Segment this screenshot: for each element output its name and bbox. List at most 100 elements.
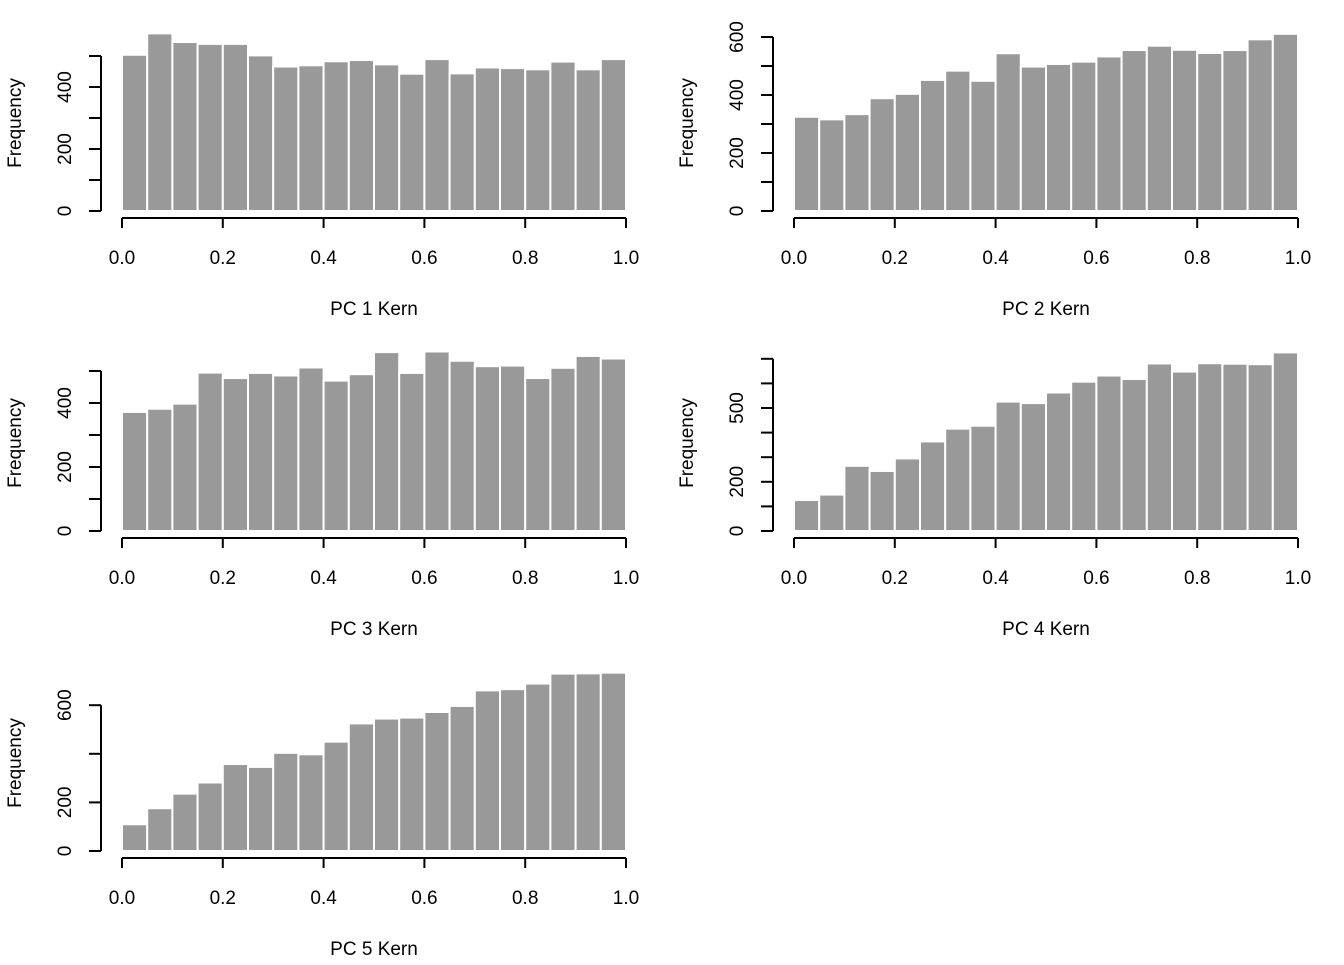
x-tick-label: 0.8 <box>512 888 538 909</box>
histogram-bar <box>121 823 149 853</box>
histogram-bar <box>297 64 325 212</box>
x-tick-label: 1.0 <box>1285 248 1311 269</box>
histogram-bar <box>994 52 1022 212</box>
histogram-bar <box>919 78 947 212</box>
histogram-bar <box>398 716 426 853</box>
x-tick-label: 0.4 <box>310 248 337 269</box>
histogram-bar <box>121 410 149 532</box>
x-axis-label: PC 2 Kern <box>1002 299 1090 320</box>
x-tick-label: 0.2 <box>882 248 908 269</box>
histogram-bar <box>499 364 527 532</box>
histogram-bar <box>196 42 224 212</box>
histogram-bar <box>1070 380 1098 533</box>
x-axis-label: PC 1 Kern <box>330 299 418 320</box>
histogram-bar <box>473 689 501 853</box>
histogram-bar <box>944 69 972 212</box>
y-tick-label: 200 <box>55 787 76 819</box>
x-tick-label: 1.0 <box>1285 568 1311 589</box>
x-tick-label: 0.2 <box>882 568 908 589</box>
histogram-bar <box>1120 49 1148 212</box>
x-tick-label: 0.4 <box>982 568 1009 589</box>
histogram-bar <box>1045 391 1073 533</box>
histogram-bar <box>247 371 275 533</box>
histogram-bar <box>473 365 501 533</box>
histogram-bar <box>121 53 149 213</box>
y-tick-label: 0 <box>55 206 76 217</box>
histogram-bar <box>524 682 552 852</box>
x-axis-label: PC 5 Kern <box>330 939 418 960</box>
histogram-bar <box>818 493 846 533</box>
y-tick-label: 400 <box>55 71 76 103</box>
histogram-bar <box>549 366 577 532</box>
histogram-bar <box>171 41 199 212</box>
histogram-bar <box>499 67 527 212</box>
y-axis-label: Frequency <box>5 78 26 168</box>
histogram-bar <box>448 359 476 533</box>
histogram-bar <box>843 464 871 532</box>
y-tick-label: 200 <box>55 451 76 483</box>
x-axis-label: PC 3 Kern <box>330 619 418 640</box>
histogram-bar <box>322 379 350 532</box>
histogram-bar <box>272 751 300 852</box>
histogram-bar <box>524 377 552 533</box>
x-tick-label: 0.8 <box>512 568 538 589</box>
x-tick-label: 0.6 <box>411 248 437 269</box>
histogram-bar <box>893 92 921 212</box>
x-tick-label: 0.2 <box>210 888 236 909</box>
histogram-bar <box>868 469 896 533</box>
histogram-bar <box>574 354 602 532</box>
y-axis-label: Frequency <box>5 718 26 808</box>
x-tick-label: 0.0 <box>781 568 807 589</box>
y-tick-label: 200 <box>727 137 748 169</box>
x-tick-label: 1.0 <box>613 248 639 269</box>
x-tick-label: 0.6 <box>1083 248 1109 269</box>
y-tick-label: 0 <box>727 206 748 217</box>
histogram-bar <box>1221 362 1249 532</box>
histogram-bar <box>1246 363 1274 532</box>
histogram-bar <box>272 374 300 533</box>
x-tick-label: 0.6 <box>411 568 437 589</box>
histogram-bar <box>1145 44 1174 213</box>
x-tick-label: 0.4 <box>310 888 337 909</box>
histogram-bar <box>347 373 375 533</box>
histogram-bar <box>1246 38 1274 212</box>
histogram-bar <box>919 440 947 532</box>
x-tick-label: 0.8 <box>1184 568 1210 589</box>
histogram-bar <box>322 60 350 212</box>
histogram-bar <box>893 457 921 532</box>
histogram-panel-5: 0.0 0.2 0.4 0.6 0.8 1.0 0 200 600 PC 5 Kern Freque… <box>5 671 639 960</box>
x-tick-label: 0.0 <box>109 568 135 589</box>
histogram-bar <box>793 115 821 212</box>
y-tick-label: 0 <box>727 526 748 537</box>
histogram-bar <box>499 688 527 852</box>
x-tick-label: 0.0 <box>109 888 135 909</box>
histogram-bar <box>247 765 275 852</box>
histogram-bar <box>398 371 426 533</box>
x-tick-label: 0.6 <box>411 888 437 909</box>
histogram-bar <box>297 753 325 853</box>
y-tick-label: 0 <box>55 846 76 857</box>
histogram-panel-2: 0.0 0.2 0.4 0.6 0.8 1.0 0 200 400 600 PC 2 Kern Fre… <box>677 21 1311 320</box>
histogram-bar <box>1145 362 1174 532</box>
x-tick-label: 0.4 <box>310 568 337 589</box>
histogram-bar <box>549 672 577 852</box>
histogram-bar <box>1221 49 1249 212</box>
histogram-bar <box>599 58 627 212</box>
y-axis-label: Frequency <box>5 398 26 488</box>
x-tick-label: 0.2 <box>210 248 236 269</box>
histogram-bar <box>196 781 224 852</box>
histogram-bar <box>221 42 250 212</box>
histogram-bar <box>793 499 821 532</box>
y-tick-label: 400 <box>727 79 748 111</box>
histogram-bar <box>247 54 275 212</box>
histogram-bar <box>423 711 451 853</box>
histogram-bar <box>549 60 577 212</box>
x-axis-label: PC 4 Kern <box>1002 619 1090 640</box>
histogram-bar <box>1120 377 1148 532</box>
histogram-bar <box>969 424 997 533</box>
histogram-bar <box>423 350 451 533</box>
x-tick-label: 0.8 <box>512 248 538 269</box>
y-tick-label: 400 <box>55 387 76 419</box>
histogram-panel-4: 0.0 0.2 0.4 0.6 0.8 1.0 0 200 500 PC 4 Kern Freque… <box>677 351 1311 640</box>
